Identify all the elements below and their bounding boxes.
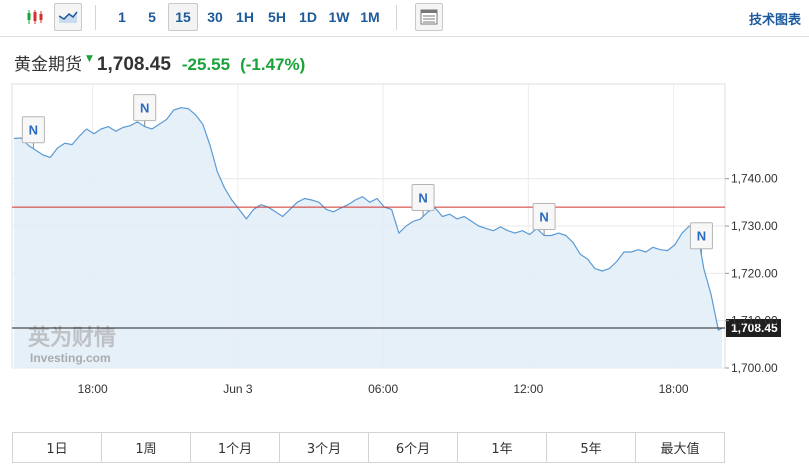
- price-series-line: [13, 107, 723, 331]
- news-marker-box: [21, 116, 45, 144]
- range-button-6[interactable]: 5年: [547, 433, 636, 462]
- watermark-brand-en: Investing.com: [30, 351, 111, 365]
- news-marker-box: [133, 94, 157, 122]
- range-button-4[interactable]: 6个月: [369, 433, 458, 462]
- range-button-7[interactable]: 最大值: [660, 442, 700, 457]
- price-change: -25.55: [181, 55, 231, 74]
- news-marker-2[interactable]: N: [411, 184, 435, 217]
- news-marker-3[interactable]: N: [532, 202, 556, 236]
- news-marker-1[interactable]: N: [133, 94, 157, 127]
- x-tick-label-2: 06:00: [368, 382, 398, 396]
- news-marker-box: [532, 202, 556, 230]
- news-marker-label: N: [539, 209, 548, 224]
- instrument-name: 黄金期货: [14, 55, 82, 75]
- candlestick-icon: [27, 10, 43, 24]
- news-marker-label: N: [140, 101, 149, 116]
- chart-toolbar: 1 5 15 30 1H 5H 1D 1W 1M 技术图表: [0, 0, 809, 37]
- interval-button-1[interactable]: 1: [118, 9, 126, 25]
- interval-button-1w[interactable]: 1W: [328, 9, 350, 25]
- watermark: 英为财情 Investing.com: [28, 325, 116, 365]
- technical-chart-link[interactable]: 技术图表: [748, 13, 801, 28]
- interval-button-5[interactable]: 5: [148, 9, 156, 25]
- time-range-selector: 1日 1周 1个月 3个月 6个月 1年 5年 最大值: [12, 432, 725, 463]
- toolbar-divider: [396, 5, 397, 30]
- interval-button-5h[interactable]: 5H: [268, 9, 286, 25]
- last-price-tag: [726, 319, 781, 338]
- x-tick-label-1: Jun 3: [223, 382, 253, 396]
- last-price: 1,708.45: [96, 54, 171, 75]
- price-chart: 英为财情 Investing.com 1,708.45 N N N N N 1,700.…: [11, 83, 781, 396]
- y-tick-label-0: 1,700.00: [731, 361, 778, 375]
- toolbar-divider: [95, 5, 96, 30]
- interval-button-1h[interactable]: 1H: [236, 9, 254, 25]
- y-tick-label-1: 1,710.00: [731, 314, 778, 328]
- y-tick-label-3: 1,730.00: [731, 219, 778, 233]
- watermark-brand-cn: 英为财情: [28, 325, 116, 351]
- line-chart-button[interactable]: [54, 3, 82, 31]
- range-button-5[interactable]: 1年: [458, 433, 547, 462]
- range-button-2[interactable]: 1个月: [191, 433, 280, 462]
- interval-button-15[interactable]: 15: [168, 3, 198, 31]
- line-chart-icon: [58, 11, 78, 23]
- news-marker-label: N: [418, 191, 427, 206]
- candlestick-chart-button[interactable]: [21, 3, 49, 31]
- range-button-0[interactable]: 1日: [13, 433, 102, 462]
- x-tick-label-3: 12:00: [513, 382, 543, 396]
- table-icon: [420, 9, 438, 25]
- price-change-percent: (-1.47%): [240, 55, 306, 74]
- data-table-button[interactable]: [415, 3, 443, 31]
- news-marker-0[interactable]: N: [21, 116, 45, 149]
- news-marker-label: N: [697, 229, 706, 244]
- news-marker-box: [411, 184, 435, 212]
- news-marker-label: N: [29, 123, 38, 138]
- range-button-3[interactable]: 3个月: [280, 433, 369, 462]
- range-button-1[interactable]: 1周: [102, 433, 191, 462]
- news-marker-box: [689, 222, 713, 250]
- price-area-fill: [14, 107, 722, 368]
- down-arrow-icon: ▼: [86, 54, 93, 64]
- reference-lines: 1,708.45: [12, 206, 781, 338]
- x-tick-label-4: 18:00: [659, 382, 689, 396]
- news-marker-4[interactable]: N: [689, 222, 713, 255]
- news-markers: N N N N N: [21, 94, 713, 255]
- interval-button-1d[interactable]: 1D: [299, 9, 317, 25]
- y-tick-label-2: 1,720.00: [731, 266, 778, 280]
- interval-button-30[interactable]: 30: [207, 9, 223, 25]
- x-axis: 18:00 Jun 3 06:00 12:00 18:00: [78, 382, 689, 396]
- quote-header: 黄金期货 ▼ 1,708.45 -25.55 (-1.47%): [14, 50, 305, 76]
- interval-button-1m[interactable]: 1M: [360, 9, 380, 25]
- last-price-tag-label: 1,708.45: [731, 321, 778, 335]
- y-tick-label-4: 1,740.00: [731, 172, 778, 186]
- y-axis: 1,700.00 1,710.00 1,720.00 1,730.00 1,740.00: [725, 172, 778, 375]
- x-tick-label-0: 18:00: [78, 382, 108, 396]
